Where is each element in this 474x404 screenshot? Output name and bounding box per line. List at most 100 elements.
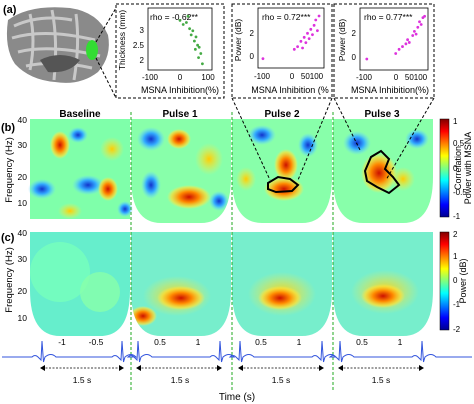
scatter-point: [404, 42, 408, 46]
scatter-2-ytick: 2: [250, 29, 255, 38]
panel-label-b: (b): [1, 122, 15, 134]
scatter-point: [193, 39, 196, 43]
scatter-point: [188, 27, 192, 31]
scatter-point: [411, 34, 415, 37]
time-tick: 0.5: [154, 337, 166, 347]
scatter-point: [317, 14, 321, 18]
scatter-point: [419, 23, 423, 26]
scatter-point: [301, 46, 304, 50]
zoom-lines-b: [231, 97, 435, 181]
scatter-3-ylabel: Power (dB): [337, 19, 347, 62]
scatter-2-xtick: -100: [254, 72, 271, 81]
green-region: [86, 40, 98, 60]
scatter-point: [365, 57, 369, 61]
scatter-1: rho = -0.62** 3 2.5 2 -100 0 100 MSNA In…: [115, 3, 225, 99]
interval-label: 1.5 s: [372, 375, 390, 385]
scatter-3-xtick: -100: [356, 73, 373, 82]
freq-tick: 20: [18, 286, 28, 296]
scatter-point: [309, 27, 313, 31]
tf-map-c-pulse-1: [131, 232, 231, 336]
column-title-pulse-3: Pulse 3: [364, 109, 399, 120]
time-tick: 0.5: [255, 337, 267, 347]
scatter-point: [423, 14, 426, 18]
cbar-b-tick: 0: [453, 164, 458, 173]
cbar-b-tick: 1: [453, 117, 458, 126]
time-tick: -0.5: [89, 337, 104, 347]
scatter-3-ytick: 0: [352, 53, 357, 62]
cbar-b-tick: -1: [453, 212, 461, 221]
scatter-point: [196, 43, 200, 47]
tf-map-b-baseline: [28, 119, 133, 219]
scatter-3-xlabel: MSNA Inhibition(%): [351, 85, 429, 95]
scatter-point: [197, 56, 200, 59]
scatter-1-rho: rho = -0.62**: [150, 12, 199, 22]
interval-label: 1.5 s: [73, 375, 91, 385]
scatter-2-xlabel: MSNA Inhibition (%: [251, 85, 329, 95]
arrow-heads: [40, 365, 424, 371]
interval-label: 1.5 s: [171, 375, 189, 385]
scatter-point: [407, 41, 411, 44]
significance-contour: [363, 149, 401, 195]
scatter-point: [181, 23, 185, 26]
cbar-c-tick: -1: [453, 300, 461, 309]
scatter-point: [185, 21, 188, 24]
tf-map-c-pulse-2: [232, 232, 332, 336]
scatter-point: [306, 31, 309, 35]
tf-map-b-pulse-3: [333, 119, 433, 223]
scatter-1-ytick: 3: [140, 26, 145, 35]
zoom-lines-a: [95, 7, 117, 99]
scatter-point: [299, 39, 303, 43]
scatter-3-points: [365, 14, 426, 61]
scatter-1-points: [178, 14, 204, 66]
scatter-1-xtick: -100: [142, 73, 159, 82]
cbar-c-label: Power (dB): [458, 258, 468, 303]
column-title-baseline: Baseline: [59, 109, 101, 120]
freq-tick: 20: [18, 172, 28, 182]
scatter-point: [418, 20, 421, 24]
brain-image: [6, 7, 109, 83]
freq-tick: 30: [18, 140, 28, 150]
freq-label-b: Frequency (Hz): [4, 137, 15, 202]
scatter-point: [314, 18, 318, 22]
cbar-c-tick: 0: [453, 276, 458, 285]
interval-label: 1.5 s: [272, 375, 290, 385]
cbar-c-tick: -2: [453, 325, 461, 334]
scatter-point: [201, 62, 204, 66]
scatter-2-ytick: 0: [250, 52, 255, 61]
scatter-point: [397, 47, 401, 51]
tf-map-c-baseline: [30, 232, 130, 336]
significance-contour: [267, 175, 300, 194]
scatter-3-rho: rho = 0.77***: [364, 12, 413, 22]
scatter-3-xtick: 50100: [405, 73, 428, 82]
time-tick: 1: [297, 337, 302, 347]
scatter-2: rho = 0.72*** 2 0 -100 0 50100 MSNA Inhi…: [231, 3, 333, 99]
scatter-point: [296, 45, 299, 49]
scatter-point: [401, 45, 404, 48]
scatter-point: [416, 25, 420, 29]
scatter-point: [304, 41, 308, 45]
cbar-b-tick: -0.5: [453, 188, 467, 197]
freq-label-c: Frequency (Hz): [4, 247, 15, 312]
cbar-b-label: Power with MSNA: [463, 132, 473, 205]
time-tick: -1: [58, 337, 66, 347]
scatter-point: [413, 30, 416, 33]
scatter-point: [414, 32, 418, 36]
scatter-point: [316, 29, 319, 33]
scatter-point: [189, 33, 193, 37]
scatter-1-ylabel: Thickness (mm): [117, 10, 127, 71]
scatter-point: [193, 47, 197, 51]
scatter-3: rho = 0.77*** 2 0 -100 0 50100 MSNA Inhi…: [333, 3, 435, 99]
cbar-b-tick: 0.5: [453, 139, 465, 148]
scatter-point: [307, 37, 311, 41]
time-tick: 1: [196, 337, 201, 347]
scatter-2-ylabel: Power (dB): [233, 19, 243, 62]
scatter-point: [186, 14, 190, 18]
scatter-point: [197, 45, 201, 49]
scatter-point: [311, 33, 314, 37]
tf-map-b-pulse-2: [232, 119, 332, 223]
scatter-2-xtick: 0: [290, 72, 295, 81]
scatter-point: [292, 47, 296, 51]
tf-map-b-pulse-1: [131, 119, 231, 223]
column-title-pulse-1: Pulse 1: [162, 109, 197, 120]
